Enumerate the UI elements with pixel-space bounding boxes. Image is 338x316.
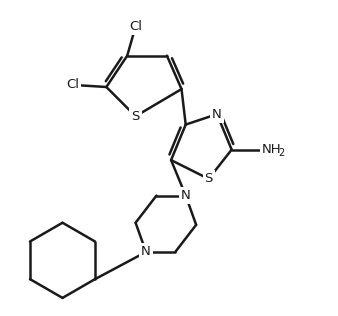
Text: N: N: [141, 246, 151, 258]
Text: NH: NH: [262, 143, 282, 156]
Text: N: N: [212, 108, 222, 121]
Text: Cl: Cl: [129, 20, 142, 33]
Text: Cl: Cl: [67, 78, 79, 91]
Text: 2: 2: [279, 148, 285, 158]
Text: S: S: [131, 110, 140, 123]
Text: S: S: [204, 173, 213, 185]
Text: N: N: [181, 189, 191, 202]
